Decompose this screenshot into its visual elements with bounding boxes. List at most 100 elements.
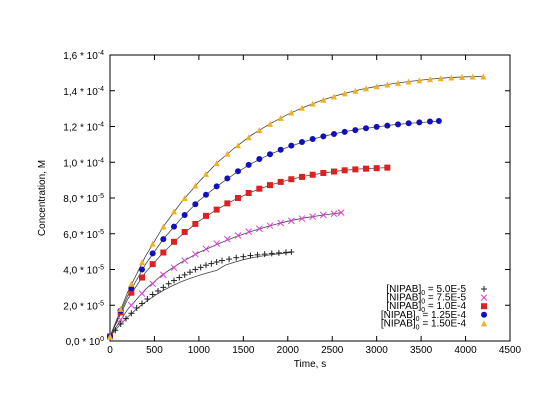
- point-square: [352, 166, 359, 173]
- point-square: [245, 189, 252, 196]
- y-tick-label: 1,6 * 10-4: [63, 50, 104, 62]
- point-triangle: [128, 280, 135, 287]
- point-x-b: [255, 225, 263, 233]
- x-tick-label: 3500: [410, 345, 433, 356]
- point-x-b: [337, 209, 345, 217]
- point-circle: [192, 201, 199, 208]
- point-plus: [219, 257, 225, 264]
- point-triangle: [427, 76, 433, 83]
- point-x-b: [309, 213, 317, 220]
- point-square: [384, 164, 391, 171]
- y-tick-label: 6,0 * 10-5: [63, 229, 104, 241]
- point-circle: [160, 236, 167, 243]
- point-triangle: [352, 87, 359, 94]
- point-square: [192, 220, 199, 227]
- x-tick-label: 3000: [366, 345, 389, 356]
- point-circle: [224, 175, 231, 182]
- point-triangle: [395, 79, 401, 86]
- point-square: [481, 303, 487, 310]
- point-square: [256, 185, 263, 192]
- y-tick-exponent: -4: [98, 157, 104, 164]
- x-tick-label: 4000: [454, 345, 477, 356]
- point-triangle: [480, 73, 487, 80]
- point-circle: [299, 139, 305, 146]
- legend-base: [NIPAB]: [381, 310, 416, 321]
- point-plus: [181, 271, 188, 278]
- point-x: [181, 257, 189, 264]
- point-circle: [277, 146, 284, 153]
- point-x-b: [330, 210, 338, 218]
- point-square: [171, 238, 177, 245]
- point-x-b: [181, 257, 189, 264]
- point-square: [128, 289, 135, 296]
- point-x: [159, 271, 167, 279]
- point-square: [309, 171, 316, 178]
- legend-base: [NIPAB]: [386, 284, 421, 295]
- point-square: [213, 206, 220, 213]
- point-x-b: [480, 294, 488, 301]
- point-triangle: [437, 75, 444, 82]
- point-x: [319, 211, 327, 219]
- point-circle: [309, 136, 316, 143]
- legend-subscript: 0: [421, 299, 425, 306]
- point-x: [234, 232, 242, 239]
- point-circle: [416, 119, 423, 126]
- y-tick-label: 8,0 * 10-5: [63, 193, 104, 205]
- point-triangle: [309, 100, 316, 107]
- point-triangle: [341, 90, 348, 97]
- point-circle: [288, 142, 295, 149]
- point-circle: [139, 266, 145, 273]
- y-tick-mantissa: 2,0: [63, 301, 77, 312]
- point-plus: [226, 256, 233, 263]
- legend-value: = 5.0E-5: [425, 284, 466, 295]
- x-tick-label: 1500: [232, 345, 255, 356]
- point-plus: [139, 300, 145, 307]
- point-triangle: [331, 93, 337, 100]
- point-triangle: [139, 259, 145, 266]
- point-plus: [133, 304, 140, 311]
- point-square: [160, 249, 167, 256]
- point-x: [330, 210, 338, 218]
- x-tick-label: 2000: [277, 345, 300, 356]
- legend-base: [NIPAB]: [386, 293, 421, 304]
- point-plus: [160, 284, 167, 291]
- point-plus: [192, 266, 199, 273]
- point-plus: [254, 251, 261, 258]
- point-plus: [247, 252, 254, 259]
- point-circle: [203, 191, 209, 198]
- y-tick-label: 0,0 * 100: [66, 336, 104, 348]
- legend: [NIPAB]0 = 5.0E-5[NIPAB]0 = 7.5E-5[NIPAB…: [381, 284, 488, 331]
- legend-label: [NIPAB]0 = 1.25E-4: [381, 310, 467, 323]
- point-plus: [128, 310, 135, 317]
- point-x-b: [298, 215, 306, 222]
- point-circle: [235, 168, 241, 175]
- point-x-b: [202, 245, 210, 253]
- point-circle: [435, 117, 442, 124]
- point-circle: [267, 151, 273, 158]
- point-triangle: [363, 85, 369, 92]
- point-circle: [331, 131, 337, 138]
- point-x: [170, 264, 178, 272]
- point-circle: [213, 183, 220, 190]
- point-x: [337, 209, 345, 217]
- y-tick-label: 1,0 * 10-4: [63, 157, 104, 169]
- point-square: [224, 200, 231, 207]
- legend-label: [NIPAB]0 = 5.0E-5: [386, 284, 466, 297]
- y-tick-exponent: -5: [98, 229, 104, 236]
- fit-line-series-5: [109, 76, 484, 337]
- point-plus: [275, 249, 282, 256]
- point-circle: [395, 121, 401, 128]
- y-tick-mantissa: 6,0: [63, 230, 77, 241]
- point-plus: [176, 274, 183, 281]
- point-plus: [481, 286, 487, 292]
- legend-value: = 1.0E-4: [425, 301, 466, 312]
- legend-subscript: 0: [416, 324, 420, 331]
- point-square: [139, 274, 145, 281]
- point-plus: [233, 254, 240, 261]
- point-x: [213, 240, 221, 247]
- legend-value: = 7.5E-5: [425, 293, 466, 304]
- point-plus: [144, 295, 151, 302]
- point-x-b: [170, 264, 178, 272]
- x-axis-label: Time, s: [294, 359, 326, 370]
- legend-value: = 1.25E-4: [420, 310, 467, 321]
